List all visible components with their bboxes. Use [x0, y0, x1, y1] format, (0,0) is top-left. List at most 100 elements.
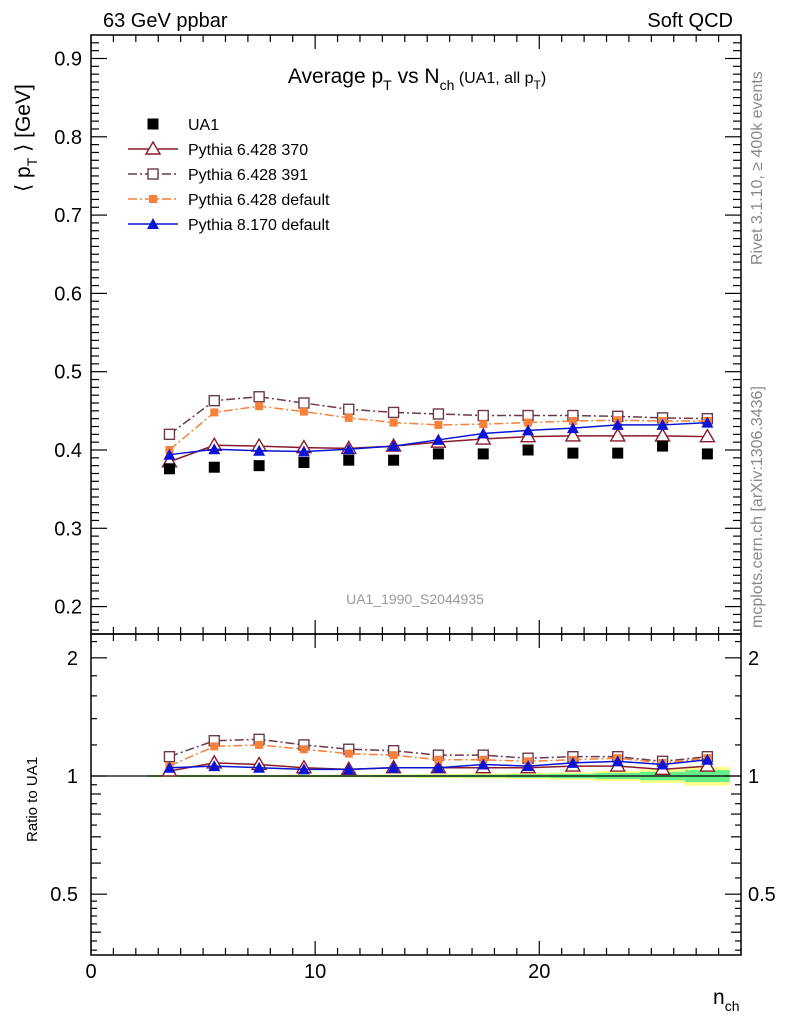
data-point — [699, 757, 716, 772]
data-point — [208, 461, 220, 473]
data-point — [163, 428, 176, 441]
axis-tick-labels: 0 10 20 0.2 0.3 0.4 0.5 0.6 0.7 0.8 0.9 0.5 0.5 1 1 2 2 — [50, 48, 776, 983]
data-point — [298, 457, 310, 469]
legend-label: Pythia 8.170 default — [188, 217, 330, 234]
data-point — [255, 402, 264, 411]
data-point — [477, 427, 490, 439]
data-point — [701, 416, 714, 428]
data-point — [611, 418, 624, 430]
data-point — [477, 758, 490, 770]
y-tick-label: 0.6 — [54, 283, 82, 305]
y-axis-label: ⟨ pT ⟩ [GeV] — [12, 84, 40, 192]
data-point — [567, 447, 579, 459]
data-point — [522, 444, 534, 456]
data-point — [253, 460, 265, 472]
data-point — [519, 428, 537, 443]
data-point — [609, 427, 626, 442]
y-tick-label: 0.7 — [54, 205, 82, 227]
x-tick-label: 10 — [304, 961, 326, 983]
data-point — [564, 427, 582, 442]
series-pythia-8-170-default-main — [163, 416, 714, 460]
data-point — [657, 440, 669, 452]
legend-marker — [144, 140, 162, 155]
legend-entry: Pythia 6.428 default — [128, 192, 330, 209]
data-point — [611, 755, 624, 767]
data-point — [342, 443, 355, 455]
legend-label: UA1 — [188, 117, 219, 134]
legend-entry: UA1 — [147, 117, 219, 134]
ratio-tick-label-right: 2 — [748, 648, 759, 670]
data-point — [210, 742, 219, 751]
data-point — [387, 406, 400, 419]
data-point — [388, 454, 400, 466]
legend-entry: Pythia 8.170 default — [128, 217, 330, 234]
legend-label: Pythia 6.428 370 — [188, 142, 308, 159]
data-point — [568, 417, 577, 426]
ratio-tick-label-right: 1 — [748, 766, 759, 788]
legend-marker — [147, 218, 159, 229]
ratio-plot-frame — [90, 633, 742, 956]
legend-marker — [149, 195, 157, 203]
data-point — [210, 408, 219, 417]
ratio-tick-label-left: 2 — [67, 648, 78, 670]
data-point — [524, 418, 533, 427]
data-point — [298, 397, 310, 409]
data-point — [389, 751, 398, 760]
data-point — [389, 418, 398, 427]
data-point — [163, 448, 176, 460]
legend-label: Pythia 6.428 391 — [188, 167, 308, 184]
ratio-tick-label-right: 0.5 — [748, 884, 776, 906]
data-point — [434, 420, 443, 429]
data-point — [253, 761, 266, 773]
data-point — [297, 445, 310, 457]
legend-entry: Pythia 6.428 370 — [128, 140, 308, 159]
data-point — [434, 755, 443, 764]
data-point — [522, 424, 535, 436]
data-point — [701, 448, 713, 460]
data-point — [208, 443, 221, 455]
data-point — [477, 448, 489, 460]
series-pythia-8-170-default-ratio — [163, 753, 714, 775]
data-point — [343, 454, 355, 466]
data-point — [208, 394, 220, 407]
x-tick-label: 20 — [528, 961, 550, 983]
data-point — [387, 440, 400, 452]
data-point — [654, 427, 671, 442]
header-right-label: Soft QCD — [647, 10, 733, 32]
data-point — [432, 433, 445, 445]
series-ua1-main — [163, 440, 713, 475]
data-point — [344, 749, 353, 758]
ratio-tick-label-left: 0.5 — [50, 884, 78, 906]
y-tick-label: 0.3 — [54, 518, 82, 540]
data-point — [612, 447, 624, 459]
axis-ticks — [90, 35, 742, 955]
y-tick-label: 0.2 — [54, 597, 82, 619]
main-series — [161, 391, 716, 475]
data-point — [566, 756, 579, 768]
legend-marker — [147, 118, 159, 130]
analysis-tag: UA1_1990_S2044935 — [346, 591, 484, 607]
y-tick-label: 0.4 — [54, 440, 82, 462]
data-point — [522, 760, 535, 772]
data-point — [208, 760, 221, 772]
x-axis-label: nch — [713, 986, 739, 1014]
data-point — [656, 418, 669, 430]
mcplots-label: mcplots.cern.ch [arXiv:1306.3436] — [749, 386, 766, 628]
data-point — [479, 420, 488, 429]
legend-entry: Pythia 6.428 391 — [128, 167, 308, 184]
data-point — [566, 422, 579, 434]
data-point — [344, 413, 353, 422]
legend-marker — [147, 168, 159, 180]
data-point — [701, 753, 714, 765]
y-tick-label: 0.8 — [54, 127, 82, 149]
y-tick-label: 0.9 — [54, 48, 82, 70]
data-point — [656, 758, 669, 770]
data-point — [253, 444, 266, 456]
data-point — [477, 409, 489, 422]
ratio-series — [161, 733, 716, 777]
data-point — [299, 407, 308, 416]
legend-label: Pythia 6.428 default — [188, 192, 330, 209]
rivet-label: Rivet 3.1.10, ≥ 400k events — [749, 71, 766, 265]
ratio-y-axis-label: Ratio to UA1 — [24, 757, 41, 842]
header-left-label: 63 GeV ppbar — [103, 10, 228, 32]
